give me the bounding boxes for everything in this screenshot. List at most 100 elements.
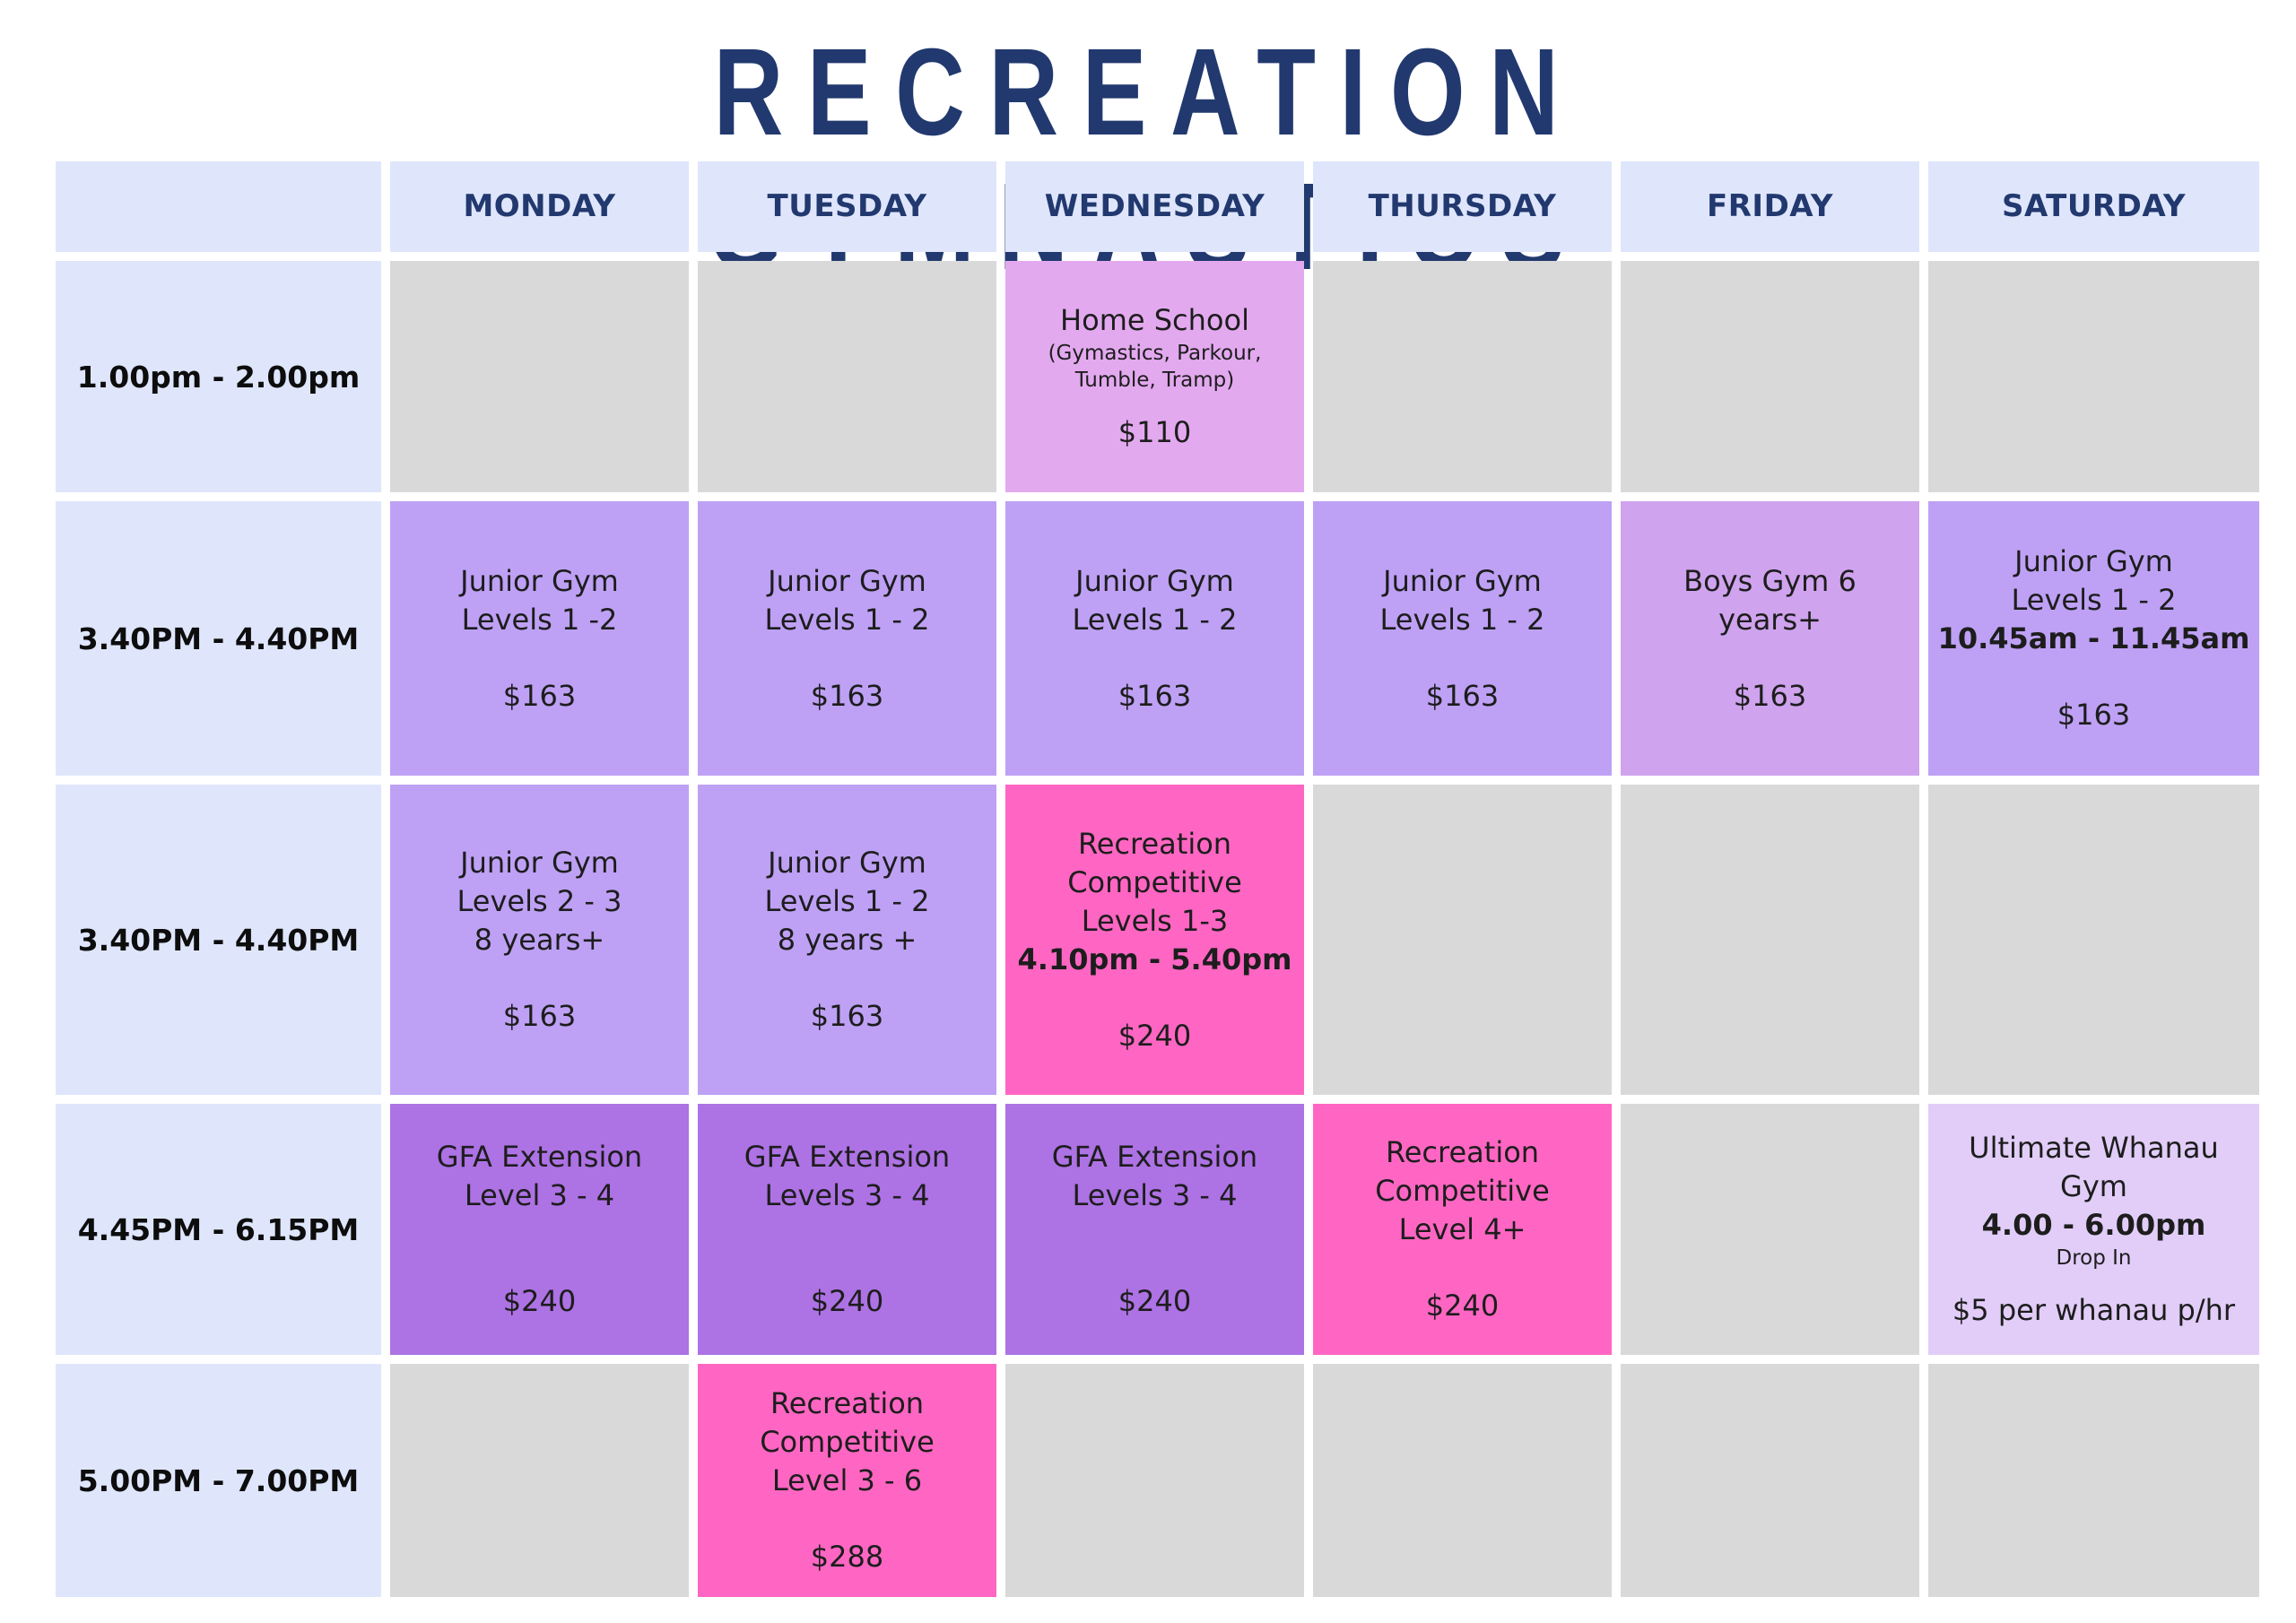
class-price: $163 <box>1425 678 1500 713</box>
class-junior-gym: Junior Gym Levels 1 - 2 $163 <box>698 501 996 776</box>
class-price: $240 <box>1118 1018 1192 1053</box>
class-name: GFA Extension <box>436 1140 643 1174</box>
class-name: Ultimate Whanau <box>1969 1131 2219 1165</box>
class-level: Levels 1-3 <box>1081 903 1229 938</box>
empty-slot <box>390 261 689 492</box>
class-level: Levels 3 - 4 <box>1072 1178 1238 1212</box>
class-age: 8 years+ <box>474 923 605 957</box>
class-level: Level 4+ <box>1398 1212 1526 1246</box>
class-level: Levels 3 - 4 <box>764 1178 930 1212</box>
empty-slot <box>1621 1104 1919 1355</box>
class-name: Recreation <box>1077 826 1232 861</box>
class-time: 4.10pm - 5.40pm <box>1017 942 1292 976</box>
class-junior-gym: Junior Gym Levels 1 - 2 $163 <box>1313 501 1612 776</box>
class-level: Levels 1 - 2 <box>1072 602 1238 637</box>
class-name: Junior Gym <box>460 563 619 598</box>
class-price: $163 <box>2057 698 2131 732</box>
empty-slot <box>1313 785 1612 1095</box>
empty-slot <box>1313 261 1612 492</box>
empty-slot <box>1621 261 1919 492</box>
class-name: Junior Gym <box>768 846 926 880</box>
class-name: Junior Gym <box>460 846 619 880</box>
empty-slot <box>1005 1364 1304 1597</box>
empty-slot <box>698 261 996 492</box>
class-detail: Tumble, Tramp) <box>1074 369 1235 392</box>
empty-slot <box>1928 785 2259 1095</box>
class-price: $163 <box>502 999 577 1033</box>
class-note: Drop In <box>2056 1246 2132 1270</box>
header-corner <box>56 161 381 252</box>
day-header-friday: FRIDAY <box>1621 161 1919 252</box>
time-slot-label: 3.40PM - 4.40PM <box>56 785 381 1095</box>
empty-slot <box>1928 1364 2259 1597</box>
class-name: Recreation <box>1385 1135 1540 1169</box>
class-level: Levels 1 -2 <box>461 602 618 637</box>
class-junior-gym: Junior Gym Levels 1 - 2 8 years + $163 <box>698 785 996 1095</box>
class-recreation-competitive: Recreation Competitive Level 3 - 6 $288 <box>698 1364 996 1597</box>
day-header-thursday: THURSDAY <box>1313 161 1612 252</box>
class-level: Levels 1 - 2 <box>764 884 930 918</box>
class-level: Levels 1 - 2 <box>2011 583 2177 617</box>
class-price: $5 per whanau p/hr <box>1952 1293 2236 1327</box>
class-price: $163 <box>1118 678 1192 713</box>
class-price: $240 <box>1425 1289 1500 1323</box>
class-price: $288 <box>810 1540 884 1574</box>
class-price: $240 <box>502 1284 577 1318</box>
class-gfa-extension: GFA Extension Level 3 - 4 $240 <box>390 1104 689 1355</box>
class-name: Junior Gym <box>768 563 926 598</box>
class-home-school: Home School (Gymastics, Parkour, Tumble,… <box>1005 261 1304 492</box>
class-junior-gym: Junior Gym Levels 1 -2 $163 <box>390 501 689 776</box>
class-level: Level 3 - 6 <box>771 1463 923 1497</box>
class-price: $163 <box>502 678 577 713</box>
class-recreation-competitive: Recreation Competitive Level 4+ $240 <box>1313 1104 1612 1355</box>
class-recreation-competitive: Recreation Competitive Levels 1-3 4.10pm… <box>1005 785 1304 1095</box>
class-junior-gym: Junior Gym Levels 2 - 3 8 years+ $163 <box>390 785 689 1095</box>
class-name: Junior Gym <box>1383 563 1542 598</box>
class-name: Competitive <box>760 1425 935 1459</box>
class-junior-gym: Junior Gym Levels 1 - 2 $163 <box>1005 501 1304 776</box>
class-detail: (Gymastics, Parkour, <box>1048 342 1262 365</box>
empty-slot <box>1928 261 2259 492</box>
class-price: $163 <box>1733 678 1807 713</box>
class-gfa-extension: GFA Extension Levels 3 - 4 $240 <box>1005 1104 1304 1355</box>
class-name: Junior Gym <box>2014 544 2173 578</box>
class-ultimate-whanau-gym: Ultimate Whanau Gym 4.00 - 6.00pm Drop I… <box>1928 1104 2259 1355</box>
day-header-monday: MONDAY <box>390 161 689 252</box>
class-name: Home School <box>1060 303 1249 337</box>
day-header-saturday: SATURDAY <box>1928 161 2259 252</box>
class-level: Levels 1 - 2 <box>764 602 930 637</box>
class-name: Recreation <box>770 1386 925 1420</box>
class-level: Level 3 - 4 <box>464 1178 615 1212</box>
time-slot-label: 5.00PM - 7.00PM <box>56 1364 381 1597</box>
class-price: $240 <box>1118 1284 1192 1318</box>
class-level: Levels 1 - 2 <box>1379 602 1545 637</box>
class-name: Gym <box>2060 1169 2127 1203</box>
empty-slot <box>1313 1364 1612 1597</box>
class-time: 10.45am - 11.45am <box>1937 621 2250 655</box>
class-age: 8 years + <box>777 923 918 957</box>
class-name: Competitive <box>1067 864 1242 899</box>
class-name: Boys Gym 6 <box>1683 563 1857 598</box>
class-price: $240 <box>810 1284 884 1318</box>
day-header-tuesday: TUESDAY <box>698 161 996 252</box>
class-gfa-extension: GFA Extension Levels 3 - 4 $240 <box>698 1104 996 1355</box>
class-level: Levels 2 - 3 <box>457 884 622 918</box>
class-junior-gym: Junior Gym Levels 1 - 2 10.45am - 11.45a… <box>1928 501 2259 776</box>
timetable: MONDAY TUESDAY WEDNESDAY THURSDAY FRIDAY… <box>56 161 2259 1597</box>
class-price: $163 <box>810 999 884 1033</box>
time-slot-label: 1.00pm - 2.00pm <box>56 261 381 492</box>
empty-slot <box>390 1364 689 1597</box>
time-slot-label: 3.40PM - 4.40PM <box>56 501 381 776</box>
empty-slot <box>1621 1364 1919 1597</box>
class-name: Junior Gym <box>1075 563 1234 598</box>
day-header-wednesday: WEDNESDAY <box>1005 161 1304 252</box>
class-name: GFA Extension <box>744 1140 951 1174</box>
time-slot-label: 4.45PM - 6.15PM <box>56 1104 381 1355</box>
class-time: 4.00 - 6.00pm <box>1981 1208 2206 1242</box>
class-level: years+ <box>1718 602 1822 637</box>
class-name: Competitive <box>1375 1174 1550 1208</box>
page-title: RECREATION GYMNASTICS <box>708 23 1583 294</box>
empty-slot <box>1621 785 1919 1095</box>
class-boys-gym: Boys Gym 6 years+ $163 <box>1621 501 1919 776</box>
class-name: GFA Extension <box>1051 1140 1258 1174</box>
